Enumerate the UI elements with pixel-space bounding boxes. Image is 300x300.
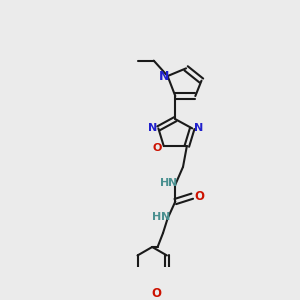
Text: N: N bbox=[194, 123, 203, 134]
Text: H: H bbox=[160, 178, 169, 188]
Text: N: N bbox=[161, 212, 170, 222]
Text: N: N bbox=[159, 70, 169, 83]
Text: O: O bbox=[194, 190, 204, 203]
Text: N: N bbox=[148, 123, 157, 134]
Text: H: H bbox=[152, 212, 161, 222]
Text: N: N bbox=[168, 178, 178, 188]
Text: O: O bbox=[153, 143, 162, 153]
Text: O: O bbox=[152, 287, 162, 300]
